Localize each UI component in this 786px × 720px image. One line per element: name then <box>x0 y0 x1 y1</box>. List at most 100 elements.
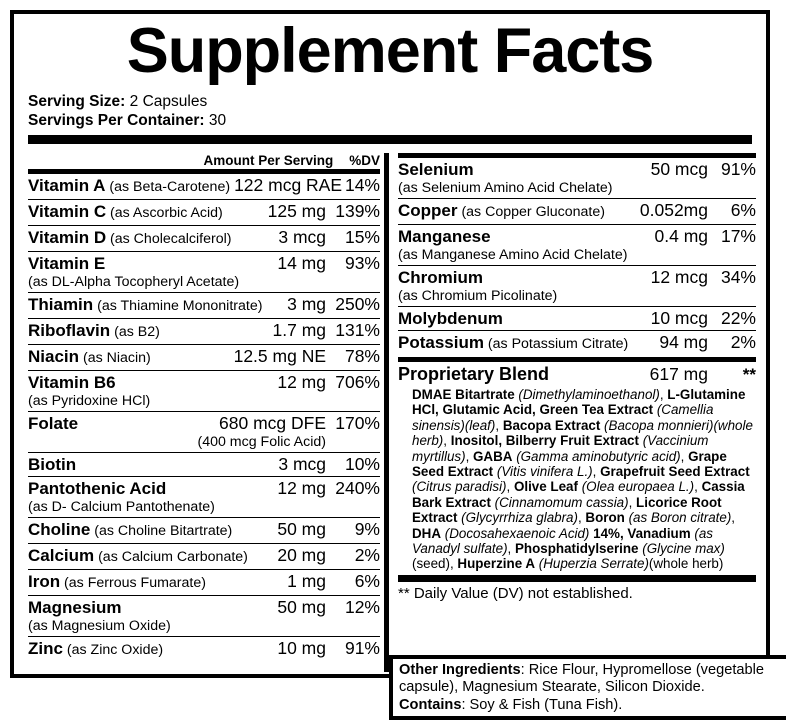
nutrient-row-main: Potassium (as Potassium Citrate) 94 mg 2% <box>398 332 756 355</box>
nutrient-row-main: Riboflavin (as B2) 1.7 mg 131% <box>28 320 380 343</box>
nutrient-amount: 50 mg <box>277 597 326 617</box>
serving-size-line: Serving Size: 2 Capsules <box>28 92 766 111</box>
nutrient-row-main: Vitamin E 14 mg 93% <box>28 253 380 274</box>
nutrient-name: Vitamin A (as Beta-Carotene) <box>28 176 231 195</box>
blend-name: Proprietary Blend <box>398 364 550 384</box>
nutrient-daily-value: 2% <box>730 332 756 352</box>
nutrient-daily-value: 2% <box>354 545 380 565</box>
servings-per-container-line: Servings Per Container: 30 <box>28 111 766 130</box>
nutrient-row: Choline (as Choline Bitartrate) 50 mg 9% <box>28 518 380 544</box>
nutrient-daily-value: 131% <box>335 320 380 340</box>
nutrient-daily-value: 17% <box>720 226 756 246</box>
nutrient-row: Vitamin A (as Beta-Carotene) 122 mcg RAE 1… <box>28 174 380 200</box>
label-panel: Supplement Facts Serving Size: 2 Capsule… <box>10 10 770 678</box>
nutrient-daily-value: 91% <box>344 638 380 658</box>
nutrient-amount: 125 mg <box>267 201 326 221</box>
nutrient-source: (as Copper Gluconate) <box>457 204 605 220</box>
table-header-bar <box>28 169 380 174</box>
contains-label: Contains <box>399 696 462 713</box>
right-rows: Selenium 50 mcg 91% (as Selenium Amino Acid… <box>398 158 756 356</box>
nutrient-row: Vitamin D (as Cholecalciferol) 3 mcg 15% <box>28 226 380 252</box>
nutrient-name: Calcium (as Calcium Carbonate) <box>28 546 248 565</box>
nutrient-amount: 0.052mg <box>639 200 708 220</box>
nutrient-row-main: Calcium (as Calcium Carbonate) 20 mg 2% <box>28 545 380 568</box>
nutrient-daily-value: 78% <box>344 346 380 366</box>
nutrient-name: Vitamin B6 <box>28 373 116 392</box>
blend-amount: 617 mg <box>649 364 708 384</box>
nutrient-daily-value: 34% <box>720 267 756 287</box>
nutrient-name: Magnesium <box>28 598 122 617</box>
proprietary-blend-header: Proprietary Blend 617 mg ** <box>398 362 756 386</box>
nutrient-sub-amount: (400 mcg Folic Acid) <box>197 434 326 450</box>
nutrient-subtext: (as Selenium Amino Acid Chelate) <box>398 180 613 196</box>
contains-value: : Soy & Fish (Tuna Fish). <box>461 696 623 713</box>
nutrient-name: Choline (as Choline Bitartrate) <box>28 520 233 539</box>
servings-per-container-value: 30 <box>208 112 227 129</box>
nutrient-row-main: Biotin 3 mcg 10% <box>28 454 380 475</box>
nutrient-name: Niacin (as Niacin) <box>28 347 151 366</box>
nutrient-daily-value: 139% <box>335 201 380 221</box>
nutrient-name: Selenium <box>398 160 474 179</box>
amount-per-serving-header: Amount Per Serving <box>203 153 334 168</box>
header-rule <box>28 135 752 144</box>
left-nutrient-column: Amount Per Serving %DV Vitamin A (as Bet… <box>14 153 384 674</box>
nutrient-name: Iron (as Ferrous Fumarate) <box>28 572 206 591</box>
nutrient-daily-value: 250% <box>335 294 380 314</box>
right-nutrient-column: Selenium 50 mcg 91% (as Selenium Amino Acid… <box>389 153 766 674</box>
nutrient-name: Chromium <box>398 268 483 287</box>
nutrient-row: Selenium 50 mcg 91% (as Selenium Amino Acid… <box>398 158 756 199</box>
nutrient-source: (as Ferrous Fumarate) <box>60 575 206 591</box>
nutrient-amount: 3 mcg <box>278 227 326 247</box>
nutrient-row-main: Niacin (as Niacin) 12.5 mg NE 78% <box>28 346 380 369</box>
other-ingredients-label: Other Ingredients <box>399 662 521 678</box>
nutrient-name: Folate <box>28 414 79 433</box>
nutrient-daily-value: 12% <box>344 597 380 617</box>
page-title: Supplement Facts <box>126 16 655 86</box>
blend-top-bar <box>398 357 756 362</box>
nutrient-row-main: Thiamin (as Thiamine Mononitrate) 3 mg 250… <box>28 294 380 317</box>
nutrient-row-main: Chromium 12 mcg 34% <box>398 267 756 288</box>
nutrient-subtext: (as Pyridoxine HCl) <box>28 393 151 409</box>
nutrient-name: Zinc (as Zinc Oxide) <box>28 639 164 658</box>
table-header: Amount Per Serving %DV <box>28 153 380 169</box>
blend-bottom-bar <box>398 574 756 582</box>
nutrient-subtext: (as Chromium Picolinate) <box>398 288 558 304</box>
nutrient-row-main: Copper (as Copper Gluconate) 0.052mg 6% <box>398 200 756 223</box>
nutrient-subtext: (as DL-Alpha Tocopheryl Acetate) <box>28 274 240 290</box>
serving-info: Serving Size: 2 Capsules Servings Per Co… <box>14 86 766 130</box>
nutrient-source: (as Niacin) <box>79 350 151 366</box>
nutrient-row: Iron (as Ferrous Fumarate) 1 mg 6% <box>28 570 380 596</box>
nutrient-amount: 12 mg <box>277 478 326 498</box>
nutrient-subtext: (as Manganese Amino Acid Chelate) <box>398 247 628 263</box>
other-ingredients-line: Other Ingredients: Rice Flour, Hypromell… <box>399 662 786 697</box>
nutrient-row: Thiamin (as Thiamine Mononitrate) 3 mg 250… <box>28 293 380 319</box>
nutrient-name: Biotin <box>28 455 77 474</box>
servings-per-container-label: Servings Per Container: <box>28 112 205 129</box>
nutrient-amount: 1.7 mg <box>272 320 327 340</box>
nutrient-amount: 14 mg <box>277 253 326 273</box>
nutrient-daily-value: 170% <box>335 413 380 433</box>
nutrient-row: Zinc (as Zinc Oxide) 10 mg 91% <box>28 637 380 662</box>
nutrient-row-main: Choline (as Choline Bitartrate) 50 mg 9% <box>28 519 380 542</box>
nutrient-source: (as Zinc Oxide) <box>62 642 164 658</box>
nutrient-name: Molybdenum <box>398 309 503 328</box>
nutrient-row: Vitamin C (as Ascorbic Acid) 125 mg 139% <box>28 200 380 226</box>
nutrient-amount: 0.4 mg <box>654 226 709 246</box>
nutrient-source: (as Cholecalciferol) <box>106 231 232 247</box>
nutrient-amount: 680 mcg DFE <box>219 413 326 433</box>
nutrient-daily-value: 10% <box>344 454 380 474</box>
nutrient-amount: 94 mg <box>659 332 708 352</box>
nutrient-amount: 50 mg <box>277 519 326 539</box>
nutrient-amount: 1 mg <box>287 571 326 591</box>
serving-size-label: Serving Size: <box>28 93 126 110</box>
nutrient-daily-value: 240% <box>335 478 380 498</box>
dv-footnote: ** Daily Value (DV) not established. <box>398 584 633 602</box>
nutrient-amount: 10 mg <box>277 638 326 658</box>
nutrient-row-main: Zinc (as Zinc Oxide) 10 mg 91% <box>28 638 380 661</box>
dv-header: %DV <box>349 153 380 168</box>
nutrient-name: Thiamin (as Thiamine Mononitrate) <box>28 295 263 314</box>
nutrient-row: Niacin (as Niacin) 12.5 mg NE 78% <box>28 345 380 371</box>
nutrient-row-main: Vitamin A (as Beta-Carotene) 122 mcg RAE 1… <box>28 175 380 198</box>
nutrient-daily-value: 706% <box>335 372 380 392</box>
